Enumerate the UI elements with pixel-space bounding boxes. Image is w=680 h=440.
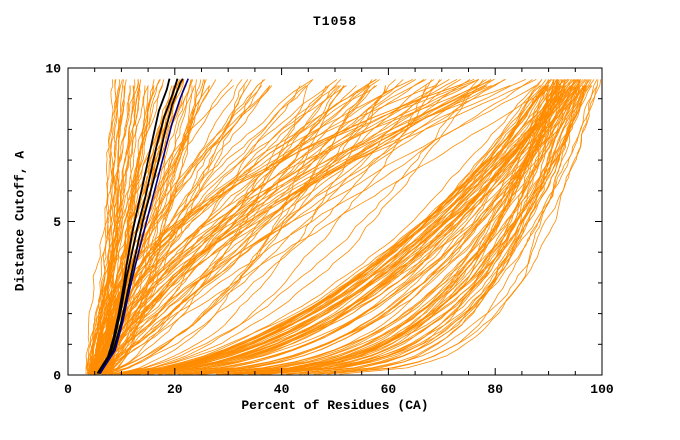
svg-text:60: 60	[381, 382, 397, 397]
svg-text:0: 0	[64, 382, 72, 397]
svg-text:20: 20	[167, 382, 183, 397]
svg-text:40: 40	[274, 382, 290, 397]
svg-text:0: 0	[53, 369, 61, 384]
svg-text:5: 5	[53, 215, 61, 230]
svg-text:10: 10	[45, 62, 61, 77]
svg-text:80: 80	[487, 382, 503, 397]
x-axis-label: Percent of Residues (CA)	[241, 398, 429, 413]
svg-text:100: 100	[590, 382, 614, 397]
chart-title: T1058	[312, 14, 357, 29]
